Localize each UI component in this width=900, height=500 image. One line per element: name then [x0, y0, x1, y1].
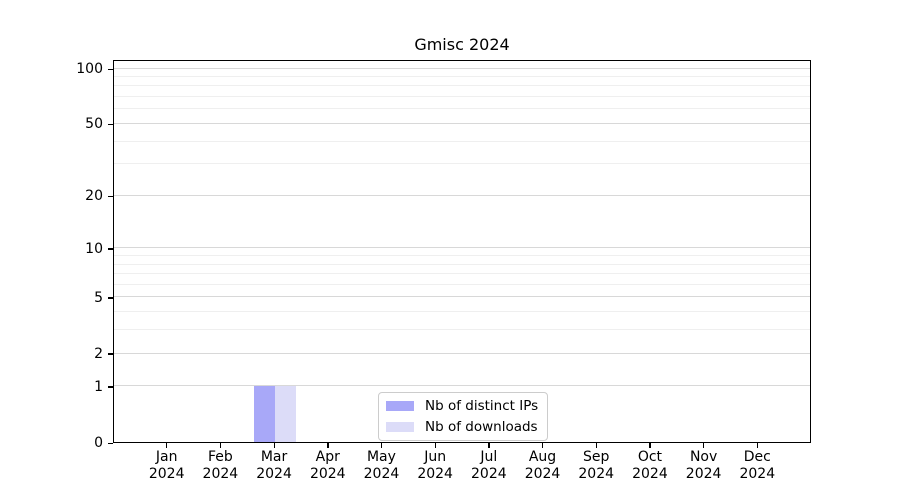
x-tick-year: 2024 [256, 465, 292, 482]
x-tick-mark [649, 443, 651, 448]
x-tick-month: Feb [207, 449, 233, 465]
y-gridline-minor [114, 254, 810, 256]
x-tick-mark [434, 443, 436, 448]
x-tick-label: Apr 2024 [298, 449, 358, 482]
x-tick-year: 2024 [578, 465, 615, 482]
gridlines-layer [114, 61, 810, 442]
x-tick-month: May [366, 449, 396, 465]
x-tick-month: Jul [480, 449, 498, 465]
y-tick-label: 0 [94, 435, 103, 451]
x-tick-mark [219, 443, 222, 448]
x-tick-year: 2024 [524, 465, 561, 482]
x-tick-year: 2024 [632, 465, 668, 482]
bar-nb-of-downloads [275, 385, 297, 442]
x-tick-mark [166, 443, 168, 448]
x-tick-month: Dec [743, 449, 771, 465]
legend-label: Nb of distinct IPs [425, 398, 539, 414]
y-gridline-major [114, 122, 810, 124]
y-tick-mark [108, 386, 113, 388]
x-tick-year: 2024 [471, 465, 507, 482]
x-tick-month: Nov [689, 449, 718, 465]
x-tick-month: Sep [583, 449, 610, 465]
y-gridline-major [114, 352, 810, 354]
y-gridline-major [114, 67, 810, 69]
x-tick-year: 2024 [148, 465, 185, 482]
y-tick-label: 2 [94, 345, 103, 362]
x-tick-mark [273, 443, 275, 448]
x-tick-label: Dec 2024 [727, 449, 787, 482]
legend-label: Nb of downloads [425, 419, 538, 435]
y-gridline-minor [114, 329, 810, 331]
y-tick-label: 50 [85, 116, 103, 133]
x-tick-mark [380, 443, 383, 448]
y-gridline-minor [114, 163, 810, 165]
x-tick-month: Mar [260, 449, 288, 465]
y-tick-label: 20 [85, 188, 103, 205]
y-tick-mark [108, 68, 113, 70]
plot-area [113, 60, 811, 443]
bars-layer [114, 61, 810, 442]
x-tick-month: Aug [528, 449, 557, 465]
y-gridline-minor [114, 96, 810, 98]
x-tick-year: 2024 [309, 465, 346, 482]
legend-item: Nb of downloads [386, 419, 538, 435]
x-tick-label: Mar 2024 [244, 449, 304, 482]
bar-nb-of-distinct-ips [254, 385, 276, 442]
x-tick-label: Oct 2024 [620, 449, 680, 482]
x-tick-label: May 2024 [351, 449, 411, 482]
x-tick-month: Jan [155, 449, 178, 465]
x-tick-year: 2024 [417, 465, 453, 482]
y-tick-label: 10 [85, 240, 103, 257]
x-tick-mark [703, 443, 705, 448]
y-gridline-minor [114, 108, 810, 110]
y-tick-mark [108, 442, 113, 444]
y-gridline-major [114, 385, 810, 387]
x-tick-mark [595, 443, 598, 448]
x-tick-label: Feb 2024 [190, 449, 250, 482]
y-tick-label: 5 [94, 289, 103, 306]
y-gridline-minor [114, 311, 810, 313]
x-tick-year: 2024 [202, 465, 239, 482]
x-tick-year: 2024 [739, 465, 776, 482]
legend: Nb of distinct IPs Nb of downloads [378, 392, 549, 441]
x-tick-mark [542, 443, 544, 448]
x-tick-year: 2024 [363, 465, 400, 482]
x-tick-year: 2024 [685, 465, 722, 482]
y-gridline-major [114, 247, 810, 249]
x-tick-label: Aug 2024 [513, 449, 573, 482]
x-tick-mark [488, 443, 490, 448]
legend-color-swatch [386, 422, 414, 432]
y-gridline-minor [114, 85, 810, 87]
x-tick-label: Jul 2024 [459, 449, 519, 482]
y-tick-mark [108, 248, 113, 250]
y-tick-label: 100 [76, 61, 103, 78]
y-gridline-major [114, 194, 810, 196]
y-gridline-minor [114, 263, 810, 265]
x-tick-label: Jan 2024 [137, 449, 197, 482]
y-tick-mark [108, 123, 113, 126]
y-tick-label: 1 [94, 378, 103, 395]
x-tick-mark [327, 443, 329, 448]
x-tick-month: Oct [637, 449, 663, 465]
x-tick-mark [756, 443, 759, 448]
y-gridline-minor [114, 76, 810, 78]
y-tick-mark [108, 195, 113, 198]
legend-color-swatch [386, 401, 414, 411]
x-tick-label: Jun 2024 [405, 449, 465, 482]
y-gridline-minor [114, 140, 810, 142]
x-tick-month: Jun [424, 449, 447, 465]
x-tick-label: Nov 2024 [674, 449, 734, 482]
y-gridline-minor [114, 283, 810, 285]
y-gridline-major [114, 296, 810, 298]
y-tick-mark [108, 297, 113, 299]
y-tick-mark [108, 353, 113, 355]
legend-item: Nb of distinct IPs [386, 398, 538, 414]
y-gridline-minor [114, 273, 810, 275]
x-tick-month: Apr [315, 449, 340, 465]
x-tick-label: Sep 2024 [566, 449, 626, 482]
chart-title: Gmisc 2024 [414, 35, 510, 54]
